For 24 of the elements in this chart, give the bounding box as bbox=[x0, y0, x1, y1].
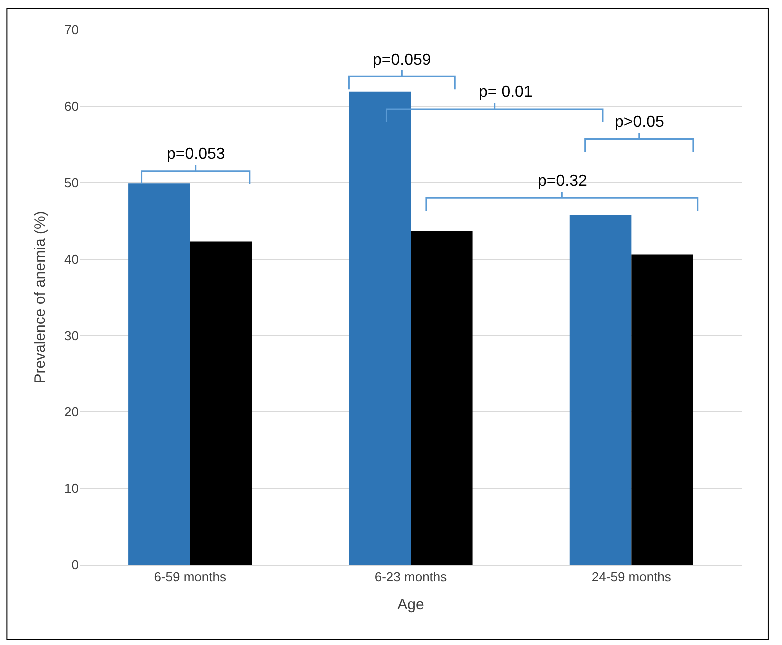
y-tick-label: 30 bbox=[64, 328, 79, 344]
y-tick-label: 60 bbox=[64, 98, 79, 114]
x-tick-label: 6-23 months bbox=[374, 570, 448, 585]
annotation: p= 0.01 bbox=[479, 84, 533, 101]
bar bbox=[411, 231, 473, 565]
y-tick-label: 70 bbox=[64, 22, 79, 38]
y-tick-label: 50 bbox=[64, 175, 79, 190]
x-tick-label: 24-59 months bbox=[592, 570, 672, 585]
y-tick-label: 40 bbox=[64, 252, 79, 267]
bar bbox=[632, 254, 694, 565]
annotation: p>0.05 bbox=[615, 114, 664, 131]
bar bbox=[349, 92, 411, 565]
x-axis-title: Age bbox=[398, 596, 424, 614]
annotation: p=0.053 bbox=[167, 146, 226, 163]
x-tick-label: 6-59 months bbox=[154, 570, 227, 585]
bar bbox=[190, 242, 252, 565]
y-tick-label: 0 bbox=[72, 558, 79, 573]
y-axis-title: Prevalence of anemia (%) bbox=[32, 211, 49, 384]
annotation: p=0.32 bbox=[538, 173, 588, 190]
bar bbox=[570, 214, 632, 565]
annotation: p=0.059 bbox=[373, 52, 432, 69]
bar bbox=[128, 184, 190, 565]
y-tick-label: 10 bbox=[64, 481, 79, 496]
y-tick-label: 20 bbox=[64, 404, 79, 420]
